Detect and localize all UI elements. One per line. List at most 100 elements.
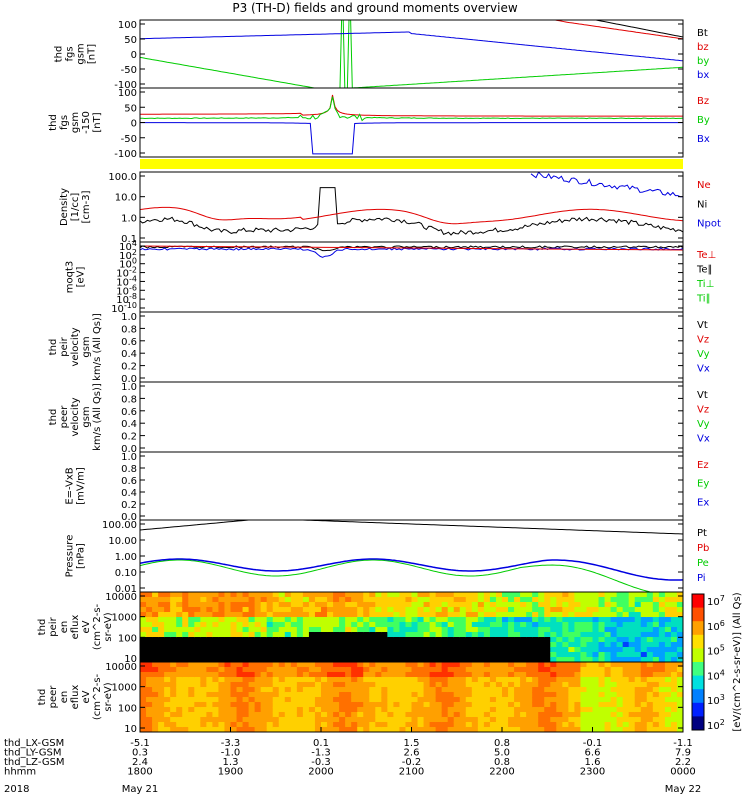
spectrogram-cell bbox=[140, 637, 147, 643]
spectrogram-cell bbox=[290, 642, 298, 648]
spectrogram-cell bbox=[302, 677, 310, 683]
spectrogram-cell bbox=[278, 612, 286, 618]
spectrogram-cell bbox=[411, 612, 419, 618]
spectrogram-cell bbox=[405, 697, 413, 703]
spectrogram-cell bbox=[664, 647, 672, 653]
spectrogram-cell bbox=[176, 622, 183, 628]
spectrogram-cell bbox=[610, 612, 618, 618]
spectrogram-cell bbox=[592, 627, 600, 633]
spectrogram-cell bbox=[393, 647, 401, 653]
spectrogram-cell bbox=[459, 612, 467, 618]
spectrogram-cell bbox=[622, 682, 630, 688]
spectrogram-cell bbox=[435, 722, 443, 728]
y-axis-label: gsm bbox=[81, 406, 92, 427]
spectrogram-cell bbox=[447, 667, 455, 673]
spectrogram-cell bbox=[327, 652, 334, 658]
spectrogram-cell bbox=[459, 707, 467, 713]
panel-content bbox=[140, 172, 683, 236]
spectrogram-cell bbox=[158, 632, 165, 638]
spectrogram-cell bbox=[218, 727, 226, 732]
spectrogram-cell bbox=[550, 692, 557, 698]
spectrogram-cell bbox=[459, 702, 467, 708]
spectrogram-cell bbox=[254, 622, 262, 628]
spectrogram-cell bbox=[616, 672, 624, 678]
spectrogram-cell bbox=[556, 667, 563, 673]
spectrogram-cell bbox=[435, 677, 443, 683]
spectrogram-cell bbox=[272, 717, 280, 723]
spectrogram-cell bbox=[218, 707, 226, 713]
spectrogram-cell bbox=[658, 642, 666, 648]
spectrogram-cell bbox=[616, 627, 624, 633]
spectrogram-cell bbox=[314, 627, 322, 633]
spectrogram-cell bbox=[586, 712, 594, 718]
spectrogram-cell bbox=[646, 602, 654, 608]
spectrogram-cell bbox=[586, 722, 594, 728]
spectrogram-cell bbox=[676, 642, 683, 648]
spectrogram-cell bbox=[610, 642, 618, 648]
spectrogram-cell bbox=[230, 642, 238, 648]
spectrogram-cell bbox=[224, 642, 232, 648]
spectrogram-cell bbox=[290, 697, 298, 703]
spectrogram-cell bbox=[646, 727, 654, 732]
spectrogram-cell bbox=[314, 642, 322, 648]
spectrogram-cell bbox=[200, 682, 207, 688]
spectrogram-cell bbox=[182, 617, 189, 623]
spectrogram-cell bbox=[616, 717, 624, 723]
spectrogram-cell bbox=[441, 652, 449, 658]
spectrogram-cell bbox=[152, 592, 159, 598]
spectrogram-cell bbox=[532, 687, 539, 693]
spectrogram-cell bbox=[302, 617, 310, 623]
spectrogram-cell bbox=[640, 677, 648, 683]
spectrogram-cell bbox=[351, 602, 358, 608]
spectrogram-cell bbox=[230, 717, 238, 723]
spectrogram-cell bbox=[568, 662, 575, 668]
spectrogram-cell bbox=[646, 662, 654, 668]
spectrogram-cell bbox=[158, 707, 165, 713]
spectrogram-cell bbox=[254, 692, 262, 698]
spectrogram-cell bbox=[447, 592, 455, 598]
spectrogram-cell bbox=[345, 652, 352, 658]
spectrogram-cell bbox=[224, 637, 232, 643]
spectrogram-cell bbox=[477, 717, 485, 723]
spectrogram-cell bbox=[236, 667, 244, 673]
spectrogram-cell bbox=[646, 702, 654, 708]
spectrogram-cell bbox=[652, 612, 660, 618]
spectrogram-cell bbox=[248, 602, 256, 608]
spectrogram-cell bbox=[640, 632, 648, 638]
spectrogram-cell bbox=[375, 687, 382, 693]
spectrogram-cell bbox=[532, 662, 539, 668]
spectrogram-cell bbox=[164, 627, 171, 633]
spectrogram-cell bbox=[459, 632, 467, 638]
spectrogram-cell bbox=[308, 717, 316, 723]
y-axis-label: thd bbox=[48, 339, 59, 356]
spectrogram-cell bbox=[242, 617, 250, 623]
spectrogram-cell bbox=[321, 702, 328, 708]
spectrogram-cell bbox=[308, 647, 316, 653]
spectrogram-cell bbox=[284, 642, 292, 648]
spectrogram-cell bbox=[266, 597, 274, 603]
spectrogram-cell bbox=[411, 632, 419, 638]
spectrogram-cell bbox=[170, 602, 177, 608]
spectrogram-cell bbox=[387, 607, 394, 613]
spectrogram-cell bbox=[544, 632, 551, 638]
spectrogram-cell bbox=[429, 712, 437, 718]
spectrogram-cell bbox=[260, 592, 268, 598]
spectrogram-cell bbox=[164, 622, 171, 628]
x-value: 0.3 bbox=[132, 748, 148, 759]
spectrogram-cell bbox=[483, 672, 491, 678]
spectrogram-cell bbox=[435, 712, 443, 718]
spectrogram-cell bbox=[411, 637, 419, 643]
spectrogram-cell bbox=[586, 682, 594, 688]
spectrogram-cell bbox=[164, 592, 171, 598]
spectrogram-cell bbox=[381, 592, 388, 598]
spectrogram-cell bbox=[339, 717, 346, 723]
spectrogram-cell bbox=[399, 592, 407, 598]
spectrogram-cell bbox=[526, 662, 533, 668]
spectrogram-cell bbox=[158, 667, 165, 673]
spectrogram-cell bbox=[339, 597, 346, 603]
spectrogram-cell bbox=[459, 727, 467, 732]
spectrogram-cell bbox=[616, 712, 624, 718]
spectrogram-cell bbox=[351, 677, 358, 683]
spectrogram-cell bbox=[182, 627, 189, 633]
spectrogram-cell bbox=[363, 642, 370, 648]
